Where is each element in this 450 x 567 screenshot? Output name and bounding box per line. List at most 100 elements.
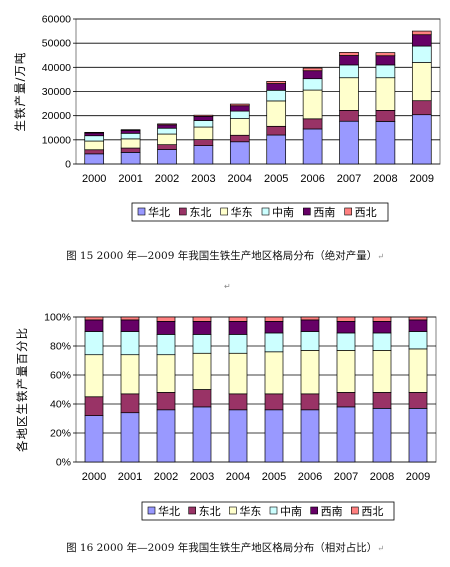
legend-label: 西南 [313,206,335,219]
bar-segment-2000-西南 [84,319,104,332]
bar-segment-2003-中南 [193,120,214,128]
x-tick-label: 2009 [410,173,434,185]
legend-swatch-西南 [303,207,311,216]
bar-segment-2004-西北 [228,316,248,322]
bar-segment-2001-东北 [120,393,140,414]
bar-segment-2005-中南 [266,89,287,102]
bar-segment-2003-西北 [192,316,212,322]
bar-segment-2005-西南 [266,83,287,91]
bar-segment-2001-中南 [120,331,140,356]
bar-segment-2005-西北 [264,316,284,322]
bar-segment-2009-西南 [408,319,428,332]
legend-label: 中南 [272,206,294,219]
bar-segment-2005-华北 [264,409,284,463]
legend-swatch-东北 [179,207,187,216]
bar-segment-2004-华北 [229,141,250,165]
return-mark: ↵ [377,252,384,261]
y-tick-label: 40000 [42,62,71,74]
bar-segment-2003-中南 [192,334,212,354]
bar-segment-2008-东北 [372,392,392,409]
bar-segment-2006-华北 [300,409,320,463]
bar-segment-2009-华东 [408,348,428,393]
y-tick-label: 0 [65,159,71,171]
x-tick-label: 2005 [262,471,286,483]
bar-segment-2006-华北 [302,128,323,165]
bar-segment-2008-西南 [372,321,392,334]
bar-segment-2004-华东 [228,352,248,395]
bar-segment-2001-西南 [120,319,140,332]
legend-swatch-华北 [147,506,156,515]
bar-segment-2009-华北 [411,114,432,165]
bar-segment-2003-西南 [193,116,214,121]
bar-segment-2009-中南 [408,331,428,350]
bar-segment-2000-华北 [84,153,105,165]
bar-segment-2006-华东 [302,89,323,120]
legend-label: 华北 [158,504,180,518]
bar-segment-2007-东北 [336,392,356,408]
bar-segment-2006-东北 [302,118,323,130]
x-tick-label: 2002 [154,471,178,483]
x-tick-label: 2003 [191,173,215,185]
x-tick-label: 2001 [118,471,142,483]
legend-swatch-东北 [188,506,196,515]
bar-segment-2009-华东 [411,62,432,102]
x-tick-label: 2009 [406,471,430,483]
bar-segment-2007-西北 [339,51,359,56]
bar-segment-2002-中南 [157,127,177,135]
legend-label: 东北 [189,206,211,219]
bar-segment-2004-华北 [228,409,248,463]
legend-swatch-西南 [310,506,318,515]
legend-swatch-华东 [229,506,237,515]
x-tick-label: 2006 [300,173,324,185]
y-tick-label: 20% [50,428,71,440]
return-mark: ↵ [377,544,384,553]
y-axis-title: 各地区生铁产量百分比 [15,327,29,452]
bar-segment-2008-华东 [372,349,392,393]
y-tick-label: 20000 [42,110,71,122]
x-tick-label: 2007 [334,471,358,483]
y-tick-label: 100% [44,312,71,324]
bar-segment-2000-西南 [84,132,105,137]
bar-segment-2005-华北 [266,134,287,165]
bar-segment-2007-西南 [339,55,359,66]
bar-segment-2008-华东 [375,77,396,111]
x-tick-label: 2004 [226,471,250,483]
y-tick-label: 50000 [42,38,71,50]
bar-segment-2002-东北 [157,144,177,150]
bar-segment-2004-中南 [228,334,248,354]
bar-segment-2000-华东 [84,140,105,151]
legend-swatch-华东 [220,207,228,216]
x-tick-label: 2000 [82,173,106,185]
bar-segment-2008-华北 [372,407,392,463]
bar-segment-2008-西北 [375,52,396,57]
y-tick-label: 30000 [42,86,71,98]
legend-label: 西北 [361,505,383,518]
bar-segment-2003-华北 [193,145,214,165]
return-mark: ↵ [224,282,231,291]
bar-segment-2004-华东 [229,118,250,136]
legend-swatch-西北 [351,506,359,515]
legend-label: 华东 [239,504,261,518]
x-tick-label: 2005 [264,173,288,185]
x-tick-label: 2008 [373,173,397,185]
bar-segment-2000-中南 [84,135,105,142]
y-axis-title: 生铁产量/万吨 [13,52,27,132]
bar-segment-2004-东北 [228,393,248,411]
bar-segment-2004-西北 [229,103,250,107]
legend-label: 西北 [355,206,377,219]
legend-swatch-中南 [261,207,270,216]
legend-label: 华东 [231,205,253,219]
figure-15-caption-text: 图 15 2000 年—2009 年我国生铁生产地区格局分布（绝对产量） [66,250,378,262]
bar-segment-2009-西南 [411,34,432,47]
bar-segment-2009-西北 [408,316,428,321]
bar-segment-2005-东北 [266,125,287,136]
legend [141,501,395,521]
x-tick-label: 2006 [298,471,322,483]
bar-segment-2000-西北 [84,316,104,321]
bar-segment-2001-东北 [120,147,141,153]
bar-segment-2001-西北 [120,129,141,131]
bar-segment-2007-华北 [339,120,359,165]
bar-segment-2006-西北 [302,67,323,72]
bar-segment-2002-华东 [156,354,176,393]
bar-segment-2007-西北 [336,316,356,322]
